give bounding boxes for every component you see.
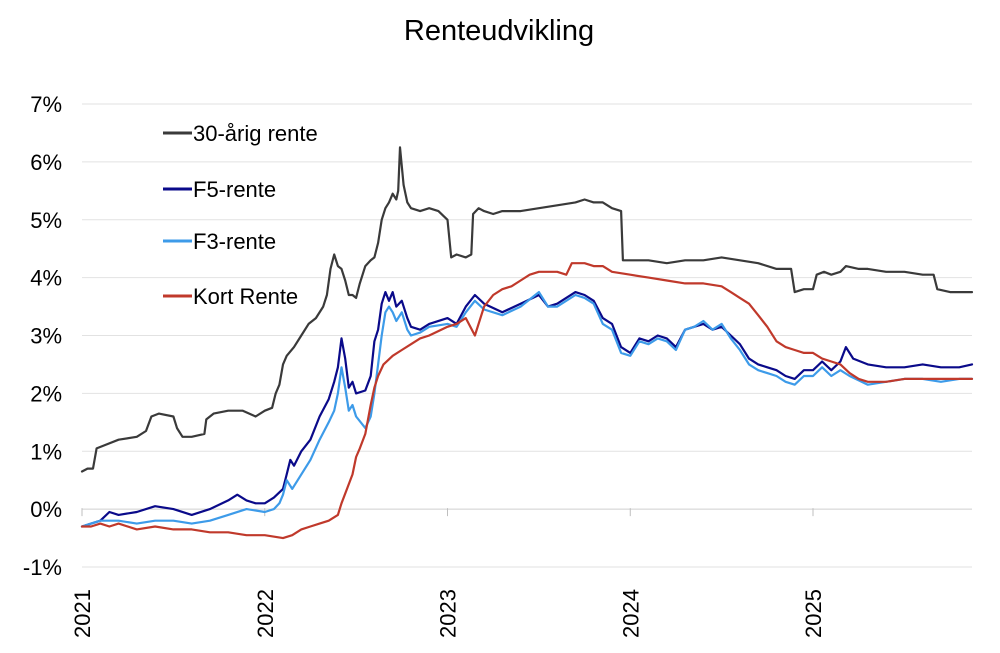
y-tick-label-3: 2% [30,381,62,406]
gridlines [82,103,972,568]
chart-title: Renteudvikling [404,15,594,47]
series-line-1 [80,291,974,528]
x-axis [81,508,814,517]
legend-label-3: Kort Rente [193,284,298,309]
y-tick-label-1: 0% [30,497,62,522]
legend-label-1: F5-rente [193,177,276,202]
y-tick-label-5: 4% [30,266,62,291]
legend-label-2: F3-rente [193,229,276,254]
y-tick-label-7: 6% [30,150,62,175]
x-tick-label-2: 2023 [436,589,461,638]
x-axis-tick-labels: 2021 2022 2023 2024 2025 [70,589,826,638]
x-tick-label-3: 2024 [618,589,643,638]
y-tick-label-0: -1% [23,555,62,580]
series-lines [80,146,974,540]
series-line-3 [80,262,974,540]
series-line-2 [80,291,974,528]
x-tick-label-0: 2021 [70,589,95,638]
y-tick-label-6: 5% [30,208,62,233]
legend-label-0: 30-årig rente [193,121,318,146]
y-axis-tick-labels: -1% 0% 1% 2% 3% 4% 5% 6% 7% [23,92,62,580]
y-tick-label-8: 7% [30,92,62,117]
legend: 30-årig rente F5-rente F3-rente Kort Rente [163,121,318,309]
y-tick-label-2: 1% [30,439,62,464]
y-tick-label-4: 3% [30,324,62,349]
x-tick-label-1: 2022 [253,589,278,638]
x-tick-label-4: 2025 [801,589,826,638]
series-line-0 [80,146,974,473]
